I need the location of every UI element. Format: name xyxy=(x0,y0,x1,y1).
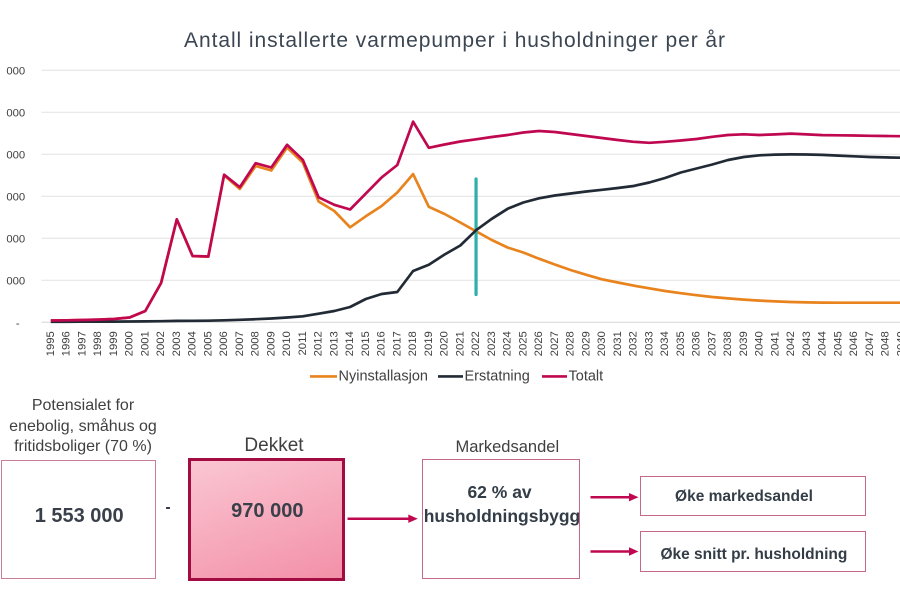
svg-text:000: 000 xyxy=(6,65,25,77)
svg-text:000: 000 xyxy=(6,107,25,119)
svg-text:2035: 2035 xyxy=(675,331,687,356)
svg-text:1996: 1996 xyxy=(61,331,73,356)
svg-text:2046: 2046 xyxy=(848,331,860,356)
svg-text:1999: 1999 xyxy=(108,331,120,356)
svg-text:1995: 1995 xyxy=(45,331,57,356)
svg-text:Erstatning: Erstatning xyxy=(465,369,530,385)
svg-text:2002: 2002 xyxy=(155,331,167,356)
svg-text:Nyinstallasjon: Nyinstallasjon xyxy=(339,369,428,385)
svg-text:2000: 2000 xyxy=(124,331,136,356)
svg-text:2023: 2023 xyxy=(486,331,498,356)
svg-text:2033: 2033 xyxy=(643,331,655,356)
svg-text:1998: 1998 xyxy=(92,331,104,356)
svg-text:2009: 2009 xyxy=(265,331,277,356)
svg-text:2006: 2006 xyxy=(218,331,230,356)
svg-text:2010: 2010 xyxy=(281,331,293,356)
svg-text:000: 000 xyxy=(6,191,25,203)
svg-text:2018: 2018 xyxy=(407,331,419,356)
svg-text:2040: 2040 xyxy=(754,331,766,356)
svg-text:2042: 2042 xyxy=(785,331,797,356)
svg-text:-: - xyxy=(16,318,20,330)
svg-text:000: 000 xyxy=(6,149,25,161)
svg-text:2036: 2036 xyxy=(691,331,703,356)
svg-text:2037: 2037 xyxy=(706,331,718,356)
svg-text:2028: 2028 xyxy=(565,331,577,356)
svg-text:2049: 2049 xyxy=(895,331,900,356)
svg-text:2041: 2041 xyxy=(769,331,781,356)
svg-text:2015: 2015 xyxy=(360,331,372,356)
svg-text:2044: 2044 xyxy=(817,331,829,356)
svg-text:2047: 2047 xyxy=(864,331,876,356)
svg-text:2020: 2020 xyxy=(439,331,451,356)
svg-text:2031: 2031 xyxy=(612,331,624,356)
svg-text:2048: 2048 xyxy=(880,331,892,356)
svg-text:000: 000 xyxy=(6,233,25,245)
svg-text:2007: 2007 xyxy=(234,331,246,356)
svg-text:2043: 2043 xyxy=(801,331,813,356)
svg-text:2019: 2019 xyxy=(423,331,435,356)
svg-text:2021: 2021 xyxy=(454,331,466,356)
svg-text:Totalt: Totalt xyxy=(569,369,604,385)
svg-text:2038: 2038 xyxy=(722,331,734,356)
svg-text:1997: 1997 xyxy=(76,331,88,356)
svg-text:2008: 2008 xyxy=(250,331,262,356)
svg-text:2017: 2017 xyxy=(391,331,403,356)
svg-text:2039: 2039 xyxy=(738,331,750,356)
svg-text:000: 000 xyxy=(6,275,25,287)
svg-text:2030: 2030 xyxy=(596,331,608,356)
svg-text:2004: 2004 xyxy=(187,331,199,356)
svg-text:2029: 2029 xyxy=(580,331,592,356)
svg-text:2027: 2027 xyxy=(549,331,561,356)
svg-text:2016: 2016 xyxy=(376,331,388,356)
svg-text:2025: 2025 xyxy=(517,331,529,356)
svg-text:2005: 2005 xyxy=(202,331,214,356)
svg-text:2045: 2045 xyxy=(832,331,844,356)
svg-text:2001: 2001 xyxy=(139,331,151,356)
svg-text:2032: 2032 xyxy=(628,331,640,356)
svg-text:2003: 2003 xyxy=(171,331,183,356)
svg-text:2024: 2024 xyxy=(502,331,514,356)
svg-text:2013: 2013 xyxy=(328,331,340,356)
svg-text:2011: 2011 xyxy=(297,331,309,355)
svg-text:2026: 2026 xyxy=(533,331,545,356)
svg-text:2022: 2022 xyxy=(470,331,482,356)
svg-text:2012: 2012 xyxy=(313,331,325,356)
svg-text:2034: 2034 xyxy=(659,331,671,356)
svg-text:2014: 2014 xyxy=(344,331,356,356)
